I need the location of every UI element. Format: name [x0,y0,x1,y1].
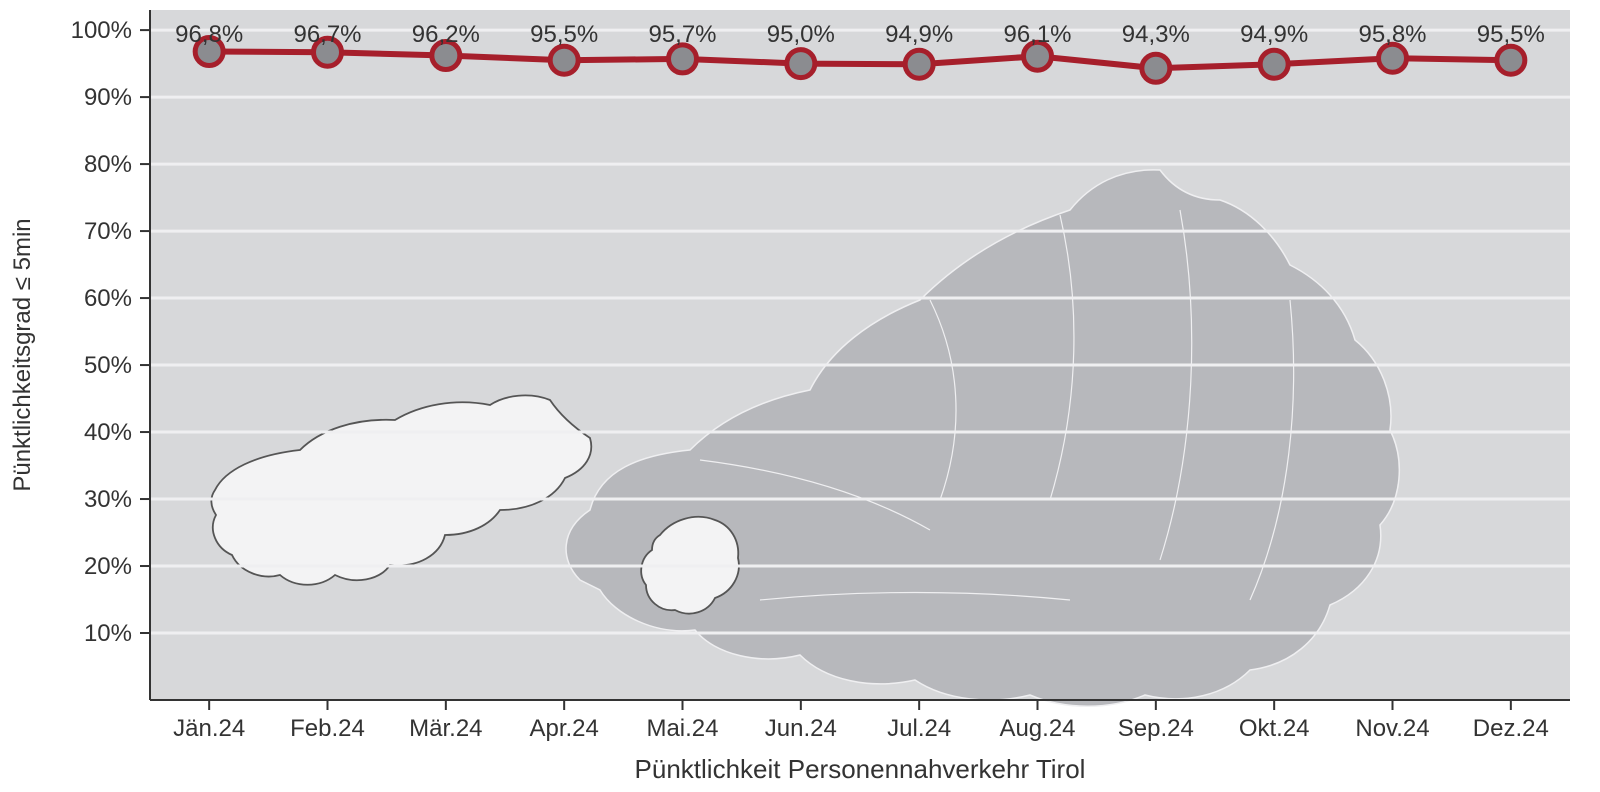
y-axis-title: Pünktlichkeitsgrad ≤ 5min [9,218,36,491]
value-label: 94,9% [885,21,953,48]
value-label: 96,8% [175,21,243,48]
data-marker [1497,46,1525,74]
value-label: 96,7% [293,21,361,48]
y-tick-label: 40% [84,419,132,446]
x-tick-label: Jän.24 [173,715,245,742]
x-tick-label: Aug.24 [999,715,1075,742]
value-label: 94,3% [1122,21,1190,48]
y-tick-label: 50% [84,352,132,379]
data-marker [669,45,697,73]
chart-svg: 10% 20% 30% 40% 50% 60% 70% 80% 90% 100% Jän.24 Feb… [0,0,1600,792]
data-marker [905,50,933,78]
value-label: 96,2% [412,21,480,48]
x-tick-label: Dez.24 [1473,715,1549,742]
value-label: 95,7% [648,21,716,48]
x-tick-label: Apr.24 [529,715,598,742]
y-tick-label: 90% [84,84,132,111]
x-tick-label: Jun.24 [765,715,837,742]
value-label: 95,5% [1477,21,1545,48]
value-label: 94,9% [1240,21,1308,48]
x-tick-label: Nov.24 [1355,715,1429,742]
data-marker [1379,44,1407,72]
y-tick-label: 10% [84,620,132,647]
value-label: 95,5% [530,21,598,48]
value-label: 96,1% [1003,21,1071,48]
punctuality-chart: 10% 20% 30% 40% 50% 60% 70% 80% 90% 100% Jän.24 Feb… [0,0,1600,792]
data-marker [787,50,815,78]
y-tick-label: 70% [84,218,132,245]
x-tick-label: Feb.24 [290,715,365,742]
data-marker [1260,50,1288,78]
x-tick-label: Mai.24 [646,715,718,742]
x-axis-title: Pünktlichkeit Personennahverkehr Tirol [635,754,1086,784]
data-marker [1142,54,1170,82]
y-tick-label: 80% [84,151,132,178]
x-tick-label: Mär.24 [409,715,482,742]
value-label: 95,0% [767,21,835,48]
x-tick-label: Sep.24 [1118,715,1194,742]
x-tick-label: Jul.24 [887,715,951,742]
y-tick-label: 60% [84,285,132,312]
y-tick-label: 20% [84,553,132,580]
x-tick-label: Okt.24 [1239,715,1310,742]
y-tick-label: 100% [71,17,132,44]
data-marker [550,46,578,74]
value-label: 95,8% [1358,21,1426,48]
y-tick-label: 30% [84,486,132,513]
